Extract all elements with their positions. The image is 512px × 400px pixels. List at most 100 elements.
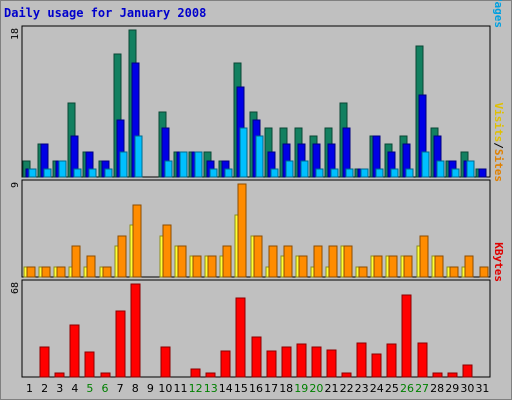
bar-kbytes-day-5 — [84, 351, 95, 378]
bar-kbytes-day-26 — [401, 294, 412, 378]
bar-sites-day-1 — [26, 266, 36, 278]
x-tick-label-25: 25 — [385, 382, 399, 395]
bar-kbytes-day-8 — [130, 283, 141, 378]
bar-sites-day-26 — [403, 255, 413, 278]
bar-sites-day-23 — [358, 266, 368, 278]
legend-kbytes: KBytes — [492, 242, 505, 282]
bar-sites-day-22 — [343, 245, 353, 278]
bar-pages-day-6 — [104, 168, 113, 178]
bar-pages-day-24 — [375, 168, 384, 178]
bar-kbytes-day-2 — [39, 346, 50, 378]
bar-pages-day-7 — [119, 151, 128, 178]
bar-pages-day-26 — [405, 168, 414, 178]
x-tick-label-8: 8 — [132, 382, 139, 395]
x-tick-label-11: 11 — [174, 382, 188, 395]
bar-sites-day-17 — [268, 245, 278, 278]
bar-sites-day-11 — [177, 245, 187, 278]
x-tick-label-21: 21 — [324, 382, 338, 395]
bar-sites-day-5 — [86, 255, 96, 278]
bar-pages-day-15 — [239, 127, 248, 178]
bar-sites-day-14 — [222, 245, 232, 278]
x-tick-label-19: 19 — [294, 382, 308, 395]
x-tick-label-14: 14 — [219, 382, 233, 395]
bar-kbytes-day-7 — [115, 310, 126, 378]
x-tick-label-29: 29 — [445, 382, 459, 395]
bar-kbytes-day-10 — [160, 346, 171, 378]
bar-pages-day-12 — [194, 151, 203, 178]
bar-sites-day-13 — [207, 255, 217, 278]
bar-kbytes-day-22 — [341, 372, 352, 378]
x-tick-label-23: 23 — [355, 382, 369, 395]
bar-kbytes-day-29 — [447, 372, 458, 378]
bar-pages-day-20 — [315, 168, 324, 178]
x-tick-labels: 1 2 3 4 5 6 7 8 9 10 11 12 13 14 15 16 17 18 19 20 21 22 23 24 2… — [26, 382, 489, 395]
bar-pages-day-28 — [436, 160, 445, 178]
bar-kbytes-day-25 — [386, 343, 397, 378]
bar-sites-day-4 — [71, 245, 81, 278]
bar-kbytes-day-23 — [356, 342, 367, 378]
bar-pages-day-5 — [88, 168, 97, 178]
bar-kbytes-day-15 — [235, 297, 246, 378]
panel-bot: 68 KBytes — [10, 242, 505, 378]
bar-pages-day-29 — [451, 168, 460, 178]
x-tick-label-16: 16 — [249, 382, 263, 395]
x-tick-label-10: 10 — [158, 382, 172, 395]
bar-kbytes-day-3 — [54, 372, 65, 378]
bar-pages-day-4 — [73, 168, 82, 178]
bar-pages-day-16 — [255, 135, 264, 178]
bar-sites-day-15 — [237, 183, 247, 278]
legend-pages: Pages — [492, 0, 505, 28]
bar-kbytes-day-16 — [251, 336, 262, 378]
bar-pages-day-17 — [270, 168, 279, 178]
bar-kbytes-day-19 — [296, 343, 307, 378]
panel-legend-label: Visits/Sites — [492, 103, 505, 183]
x-tick-label-22: 22 — [340, 382, 354, 395]
bar-sites-day-16 — [253, 235, 263, 278]
bar-pages-day-19 — [300, 160, 309, 178]
bar-sites-day-20 — [313, 245, 323, 278]
x-tick-label-15: 15 — [234, 382, 248, 395]
bar-kbytes-day-30 — [462, 364, 473, 378]
bar-pages-day-3 — [58, 160, 67, 178]
bar-kbytes-day-17 — [266, 350, 277, 378]
bar-pages-day-14 — [224, 168, 233, 178]
x-tick-label-27: 27 — [415, 382, 429, 395]
x-tick-label-26: 26 — [400, 382, 414, 395]
bar-pages-day-8 — [134, 135, 143, 178]
bar-kbytes-day-18 — [281, 346, 292, 378]
x-tick-label-17: 17 — [264, 382, 278, 395]
bar-sites-day-21 — [328, 245, 338, 278]
panel-max-label: 18 — [10, 28, 21, 40]
bar-pages-day-13 — [209, 168, 218, 178]
bar-kbytes-day-12 — [190, 368, 201, 378]
bar-pages-day-30 — [466, 160, 475, 178]
x-tick-label-6: 6 — [102, 382, 109, 395]
panel-legend-label: Hits/Files/Pages — [492, 0, 505, 28]
bar-sites-day-30 — [464, 255, 474, 278]
bar-sites-day-12 — [192, 255, 202, 278]
panel-top: 18 Hits/Files/Pages — [10, 0, 505, 178]
bar-sites-day-3 — [56, 266, 66, 278]
bar-sites-day-28 — [434, 255, 444, 278]
x-tick-label-20: 20 — [309, 382, 323, 395]
bar-sites-day-19 — [298, 255, 308, 278]
x-tick-label-24: 24 — [370, 382, 384, 395]
x-tick-label-30: 30 — [460, 382, 474, 395]
panel-max-label: 9 — [10, 182, 21, 188]
bar-pages-day-10 — [164, 160, 173, 178]
bar-sites-day-27 — [419, 235, 429, 278]
bar-sites-day-7 — [117, 235, 127, 278]
bar-pages-day-18 — [285, 160, 294, 178]
bar-sites-day-25 — [388, 255, 398, 278]
panel-max-label: 68 — [10, 282, 21, 294]
x-tick-label-2: 2 — [41, 382, 48, 395]
x-tick-label-9: 9 — [147, 382, 154, 395]
x-tick-label-5: 5 — [86, 382, 93, 395]
bar-kbytes-day-27 — [417, 342, 428, 378]
bar-sites-day-10 — [162, 224, 172, 278]
x-tick-label-31: 31 — [475, 382, 489, 395]
bar-pages-day-25 — [390, 168, 399, 178]
bar-kbytes-day-24 — [371, 353, 382, 378]
bar-files-day-31 — [478, 168, 487, 178]
